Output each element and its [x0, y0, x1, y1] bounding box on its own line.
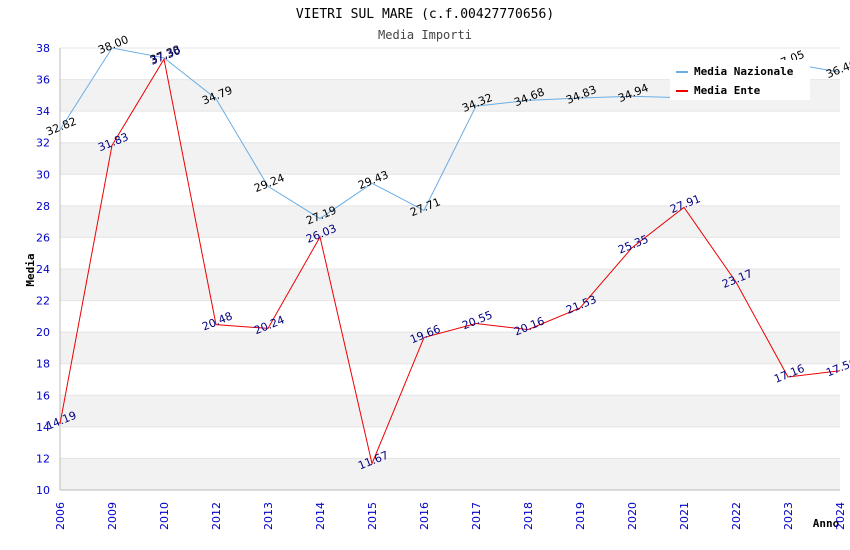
- x-tick-label: 2023: [782, 502, 795, 530]
- grid-band: [60, 205, 840, 238]
- x-tick-label: 2020: [626, 502, 639, 530]
- data-label: 20.48: [200, 309, 234, 333]
- y-tick-label: 24: [36, 263, 50, 276]
- y-tick-label: 16: [36, 389, 50, 402]
- data-label: 17.16: [772, 362, 806, 386]
- x-tick-label: 2014: [314, 502, 327, 530]
- y-tick-label: 12: [36, 452, 50, 465]
- y-axis-label: Media: [24, 253, 37, 286]
- x-tick-label: 2015: [366, 502, 379, 530]
- chart-title: VIETRI SUL MARE (c.f.00427770656): [296, 7, 554, 22]
- legend-label-ente: Media Ente: [694, 84, 761, 97]
- x-tick-label: 2021: [678, 502, 691, 530]
- chart-subtitle: Media Importi: [378, 28, 472, 42]
- grid-band: [60, 458, 840, 490]
- y-tick-label: 14: [36, 421, 50, 434]
- x-tick-label: 2024: [834, 502, 847, 530]
- grid-band: [60, 269, 840, 301]
- y-tick-labels: 10 12 14 16 18 20 22 24 26 28 30 32 34 36 38: [36, 42, 50, 497]
- legend: Media Nazionale Media Ente: [670, 60, 810, 100]
- x-tick-label: 2010: [158, 502, 171, 530]
- y-tick-label: 26: [36, 231, 50, 244]
- x-axis-label: Anno: [813, 517, 840, 530]
- x-tick-label: 2017: [470, 502, 483, 530]
- y-tick-label: 32: [36, 137, 50, 150]
- legend-box: [670, 60, 810, 100]
- y-tick-label: 20: [36, 326, 50, 339]
- data-label: 36.46: [824, 57, 850, 81]
- y-tick-label: 18: [36, 358, 50, 371]
- x-tick-label: 2016: [418, 502, 431, 530]
- data-label: 32.82: [44, 115, 78, 139]
- data-label: 20.55: [460, 308, 494, 332]
- x-tick-label: 2022: [730, 502, 743, 530]
- data-label: 29.24: [252, 171, 286, 195]
- y-tick-label: 38: [36, 42, 50, 55]
- data-label: 38.00: [96, 33, 130, 57]
- x-tick-labels: 2006 2009 2010 2012 2013 2014 2015 2016 2017 2018…: [54, 502, 847, 530]
- series-line-ente: [59, 57, 841, 466]
- x-tick-label: 2012: [210, 502, 223, 530]
- x-tick-label: 2013: [262, 502, 275, 530]
- y-tick-label: 10: [36, 484, 50, 497]
- y-tick-label: 36: [36, 74, 50, 87]
- x-tick-label: 2018: [522, 502, 535, 530]
- x-tick-label: 2006: [54, 502, 67, 530]
- y-tick-label: 30: [36, 168, 50, 181]
- x-tick-label: 2009: [106, 502, 119, 530]
- x-tick-label: 2019: [574, 502, 587, 530]
- grid-band: [60, 332, 840, 364]
- y-tick-label: 22: [36, 295, 50, 308]
- y-tick-label: 28: [36, 200, 50, 213]
- y-tick-label: 34: [36, 105, 50, 118]
- legend-label-nazionale: Media Nazionale: [694, 65, 794, 78]
- grid-band: [60, 395, 840, 427]
